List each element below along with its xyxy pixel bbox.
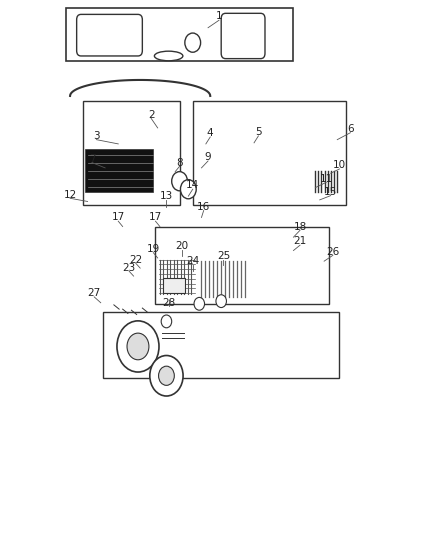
- Text: 13: 13: [160, 191, 173, 201]
- Text: 21: 21: [293, 237, 307, 246]
- Circle shape: [216, 295, 226, 308]
- Text: 22: 22: [129, 255, 142, 264]
- FancyBboxPatch shape: [193, 101, 346, 205]
- Text: 12: 12: [64, 190, 77, 199]
- Text: 11: 11: [320, 174, 333, 183]
- Text: 10: 10: [333, 160, 346, 170]
- FancyBboxPatch shape: [103, 312, 339, 378]
- Circle shape: [194, 297, 205, 310]
- Text: 20: 20: [175, 241, 188, 251]
- FancyBboxPatch shape: [221, 13, 265, 59]
- Text: 17: 17: [112, 213, 125, 222]
- Circle shape: [180, 180, 196, 199]
- Text: 25: 25: [217, 251, 230, 261]
- Text: 7: 7: [88, 154, 95, 164]
- Circle shape: [150, 356, 183, 396]
- FancyBboxPatch shape: [66, 8, 293, 61]
- Text: 14: 14: [186, 181, 199, 190]
- Circle shape: [117, 321, 159, 372]
- FancyBboxPatch shape: [85, 149, 153, 192]
- FancyBboxPatch shape: [77, 14, 142, 56]
- Ellipse shape: [154, 51, 183, 61]
- Circle shape: [172, 172, 187, 191]
- Text: 19: 19: [147, 244, 160, 254]
- Circle shape: [159, 366, 174, 385]
- Circle shape: [127, 333, 149, 360]
- Text: 26: 26: [326, 247, 339, 256]
- Text: 16: 16: [197, 202, 210, 212]
- Text: 8: 8: [176, 158, 183, 167]
- Text: 1: 1: [215, 11, 223, 21]
- Text: 2: 2: [148, 110, 155, 119]
- Text: 24: 24: [186, 256, 199, 266]
- Text: 15: 15: [324, 187, 337, 197]
- Text: 3: 3: [93, 131, 100, 141]
- FancyBboxPatch shape: [163, 278, 185, 293]
- Text: 18: 18: [293, 222, 307, 231]
- Text: 9: 9: [205, 152, 212, 162]
- FancyBboxPatch shape: [83, 101, 180, 205]
- Text: 27: 27: [88, 288, 101, 298]
- Text: 5: 5: [255, 127, 262, 137]
- FancyBboxPatch shape: [155, 227, 328, 304]
- Text: 4: 4: [207, 128, 214, 138]
- Text: 17: 17: [149, 213, 162, 222]
- Text: 28: 28: [162, 298, 175, 308]
- Circle shape: [185, 33, 201, 52]
- Text: 23: 23: [123, 263, 136, 272]
- Circle shape: [161, 315, 172, 328]
- Text: 6: 6: [347, 124, 354, 134]
